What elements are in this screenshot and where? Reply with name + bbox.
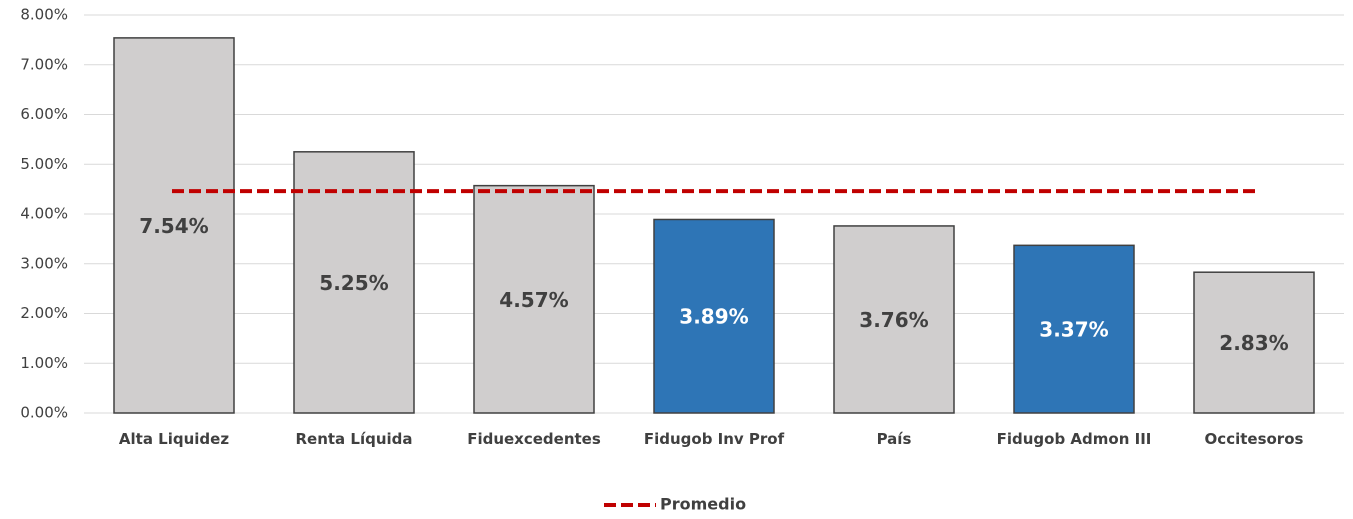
bar xyxy=(293,151,415,414)
value-label: 3.89% xyxy=(679,305,748,329)
x-tick-label: Fidugob Admon III xyxy=(996,430,1152,448)
x-tick-label: Occitesoros xyxy=(1204,430,1304,448)
bar xyxy=(1193,271,1315,414)
y-tick-label: 8.00% xyxy=(20,6,68,24)
y-tick-label: 0.00% xyxy=(20,404,68,422)
bar xyxy=(1013,244,1135,414)
bar xyxy=(833,225,955,414)
value-label: 2.83% xyxy=(1219,331,1288,355)
y-tick-label: 2.00% xyxy=(20,304,68,322)
bar xyxy=(653,218,775,414)
x-tick-label: Alta Liquidez xyxy=(118,430,230,448)
legend-label: Promedio xyxy=(660,495,746,514)
x-tick-label: Renta Líquida xyxy=(295,430,413,448)
value-label: 5.25% xyxy=(319,271,388,295)
y-tick-label: 7.00% xyxy=(20,55,68,73)
value-label: 4.57% xyxy=(499,288,568,312)
value-label: 3.37% xyxy=(1039,318,1108,342)
y-tick-label: 6.00% xyxy=(20,105,68,123)
x-tick-label: Fiduexcedentes xyxy=(467,430,601,448)
y-tick-label: 3.00% xyxy=(20,254,68,272)
bar xyxy=(473,184,595,414)
x-tick-label: País xyxy=(876,430,912,448)
y-tick-label: 1.00% xyxy=(20,354,68,372)
y-tick-label: 5.00% xyxy=(20,155,68,173)
value-label: 3.76% xyxy=(859,308,928,332)
x-tick-label: Fidugob Inv Prof xyxy=(643,430,785,448)
bar xyxy=(113,37,235,414)
y-tick-label: 4.00% xyxy=(20,205,68,223)
value-label: 7.54% xyxy=(139,214,208,238)
